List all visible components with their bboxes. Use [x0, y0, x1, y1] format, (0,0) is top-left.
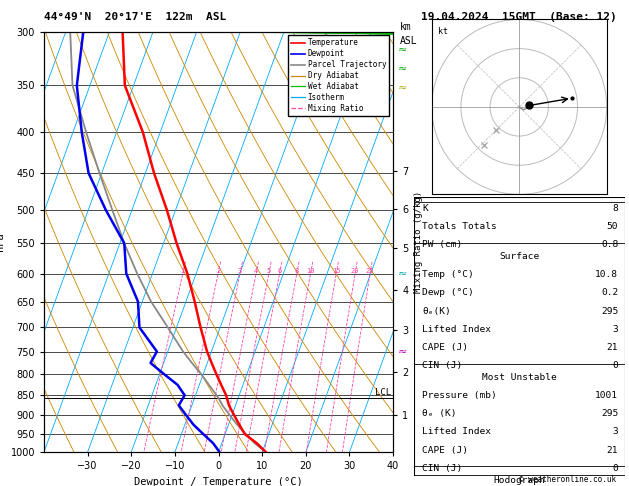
- Text: Totals Totals: Totals Totals: [422, 222, 497, 231]
- Text: K: K: [422, 204, 428, 213]
- Text: PW (cm): PW (cm): [422, 240, 462, 249]
- X-axis label: Dewpoint / Temperature (°C): Dewpoint / Temperature (°C): [134, 477, 303, 486]
- Text: 21: 21: [607, 343, 618, 352]
- Text: 3: 3: [613, 427, 618, 436]
- Text: 5: 5: [267, 268, 271, 274]
- Text: LCL: LCL: [375, 388, 391, 397]
- Text: Surface: Surface: [499, 252, 539, 261]
- Text: θₑ(K): θₑ(K): [422, 307, 451, 315]
- Text: Lifted Index: Lifted Index: [422, 427, 491, 436]
- Text: 0: 0: [613, 464, 618, 473]
- Text: Lifted Index: Lifted Index: [422, 325, 491, 334]
- Text: 0: 0: [613, 361, 618, 370]
- Text: 15: 15: [332, 268, 340, 274]
- Text: ≈: ≈: [398, 347, 408, 357]
- Text: 3: 3: [238, 268, 242, 274]
- Text: CIN (J): CIN (J): [422, 464, 462, 473]
- Text: ≈: ≈: [398, 63, 408, 73]
- Text: CAPE (J): CAPE (J): [422, 343, 469, 352]
- Text: CIN (J): CIN (J): [422, 361, 462, 370]
- Text: CAPE (J): CAPE (J): [422, 446, 469, 454]
- Text: Pressure (mb): Pressure (mb): [422, 391, 497, 400]
- Text: Most Unstable: Most Unstable: [482, 373, 557, 382]
- Text: ≈: ≈: [398, 45, 408, 54]
- Text: km: km: [399, 22, 411, 32]
- Text: ASL: ASL: [399, 36, 417, 47]
- Text: 8: 8: [613, 204, 618, 213]
- Text: 4: 4: [254, 268, 258, 274]
- Text: 25: 25: [366, 268, 374, 274]
- Text: 10: 10: [306, 268, 314, 274]
- Text: 0.8: 0.8: [601, 240, 618, 249]
- Text: 6: 6: [277, 268, 282, 274]
- Text: 1001: 1001: [595, 391, 618, 400]
- Text: 2: 2: [216, 268, 220, 274]
- Text: 8: 8: [294, 268, 299, 274]
- Text: 21: 21: [607, 446, 618, 454]
- Text: 1: 1: [181, 268, 185, 274]
- Text: 20: 20: [351, 268, 359, 274]
- Text: ≈: ≈: [398, 269, 408, 278]
- Text: 295: 295: [601, 409, 618, 418]
- Text: ≈: ≈: [398, 83, 408, 93]
- Y-axis label: hPa: hPa: [0, 232, 5, 251]
- Text: Hodograph: Hodograph: [493, 476, 545, 485]
- Text: θₑ (K): θₑ (K): [422, 409, 457, 418]
- Text: 295: 295: [601, 307, 618, 315]
- Text: kt: kt: [438, 27, 448, 36]
- Text: 0.2: 0.2: [601, 288, 618, 297]
- Y-axis label: Mixing Ratio (g/kg): Mixing Ratio (g/kg): [414, 191, 423, 293]
- Text: 10.8: 10.8: [595, 270, 618, 279]
- Text: 3: 3: [613, 325, 618, 334]
- Text: 50: 50: [607, 222, 618, 231]
- Text: Temp (°C): Temp (°C): [422, 270, 474, 279]
- Text: 44°49'N  20°17'E  122m  ASL: 44°49'N 20°17'E 122m ASL: [44, 12, 226, 22]
- Text: Dewp (°C): Dewp (°C): [422, 288, 474, 297]
- Legend: Temperature, Dewpoint, Parcel Trajectory, Dry Adiabat, Wet Adiabat, Isotherm, Mi: Temperature, Dewpoint, Parcel Trajectory…: [287, 35, 389, 116]
- Text: 19.04.2024  15GMT  (Base: 12): 19.04.2024 15GMT (Base: 12): [421, 12, 617, 22]
- Text: © weatheronline.co.uk: © weatheronline.co.uk: [520, 474, 616, 484]
